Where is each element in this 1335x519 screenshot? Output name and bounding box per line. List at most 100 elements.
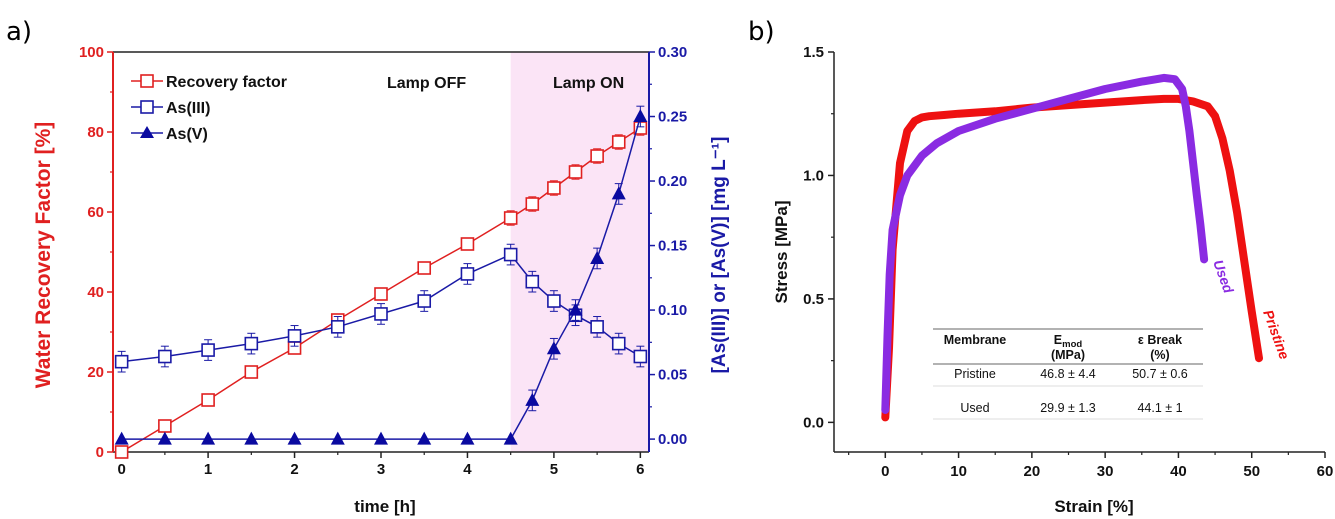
- data-point: [460, 267, 475, 281]
- chart-a-ylabel-left: Water Recovery Factor [%]: [32, 122, 55, 388]
- lamp-off-annotation: Lamp OFF: [387, 75, 466, 92]
- table-cell: Used: [960, 401, 989, 415]
- table-header-ebreak-unit: (%): [1150, 348, 1169, 362]
- data-point: [525, 274, 540, 289]
- data-point: [503, 431, 518, 445]
- data-point: [460, 431, 475, 445]
- chart-a-ytick-left-label: 100: [79, 44, 104, 61]
- chart-a-xtick-label: 4: [463, 461, 472, 478]
- chart-b-xtick-label: 60: [1317, 463, 1334, 480]
- chart-a-ytick-right-label: 0.15: [658, 238, 687, 255]
- chart-b-xtick-label: 40: [1170, 463, 1187, 480]
- table-cell: 46.8 ± 4.4: [1040, 367, 1096, 381]
- data-point: [374, 431, 388, 445]
- legend-marker-recovery: [140, 74, 154, 88]
- data-point: [547, 181, 561, 195]
- lamp-on-shaded-region: [510, 52, 649, 452]
- chart-b-xlabel: Strain [%]: [1054, 497, 1133, 516]
- chart-a-xtick-label: 5: [550, 461, 558, 478]
- data-point: [503, 247, 518, 262]
- series-line-0: [121, 127, 641, 453]
- chart-a-ytick-right-label: 0.20: [658, 173, 687, 190]
- data-point: [244, 336, 259, 351]
- data-point: [158, 419, 172, 433]
- table-cell: 50.7 ± 0.6: [1132, 367, 1188, 381]
- chart-a-ytick-left-label: 60: [87, 204, 104, 221]
- table-cell: 44.1 ± 1: [1137, 401, 1182, 415]
- data-point: [460, 237, 475, 251]
- chart-b-series: [881, 73, 1263, 422]
- chart-b: 0 10 20 30 40 50 60 0.0 0.5 1.0 1.5 Membrane Emod(M…: [772, 44, 1333, 516]
- panel-a-label: a): [6, 17, 32, 47]
- chart-a-ytick-right-label: 0.00: [658, 431, 687, 448]
- chart-a-xtick-label: 2: [290, 461, 298, 478]
- chart-b-xtick-label: 10: [950, 463, 967, 480]
- chart-a-ytick-right-label: 0.10: [658, 302, 687, 319]
- chart-a-xtick-label: 3: [377, 461, 385, 478]
- data-point: [568, 302, 583, 316]
- chart-a-xlabel: time [h]: [354, 497, 415, 516]
- table-cell: 29.9 ± 1.3: [1040, 401, 1096, 415]
- legend-label-recovery: Recovery factor: [166, 74, 287, 91]
- chart-b-ticks: 0 10 20 30 40 50 60 0.0 0.5 1.0 1.5: [803, 44, 1333, 480]
- chart-a-ytick-left-label: 40: [87, 284, 104, 301]
- chart-a-ytick-right-label: 0.25: [658, 109, 687, 126]
- chart-a-xtick-label: 0: [117, 461, 125, 478]
- data-point: [114, 354, 129, 369]
- table-header-ebreak: ε Break: [1138, 333, 1182, 347]
- data-point: [611, 135, 626, 149]
- stress-curve-0: [881, 94, 1263, 422]
- chart-a-ytick-right-label: 0.05: [658, 367, 687, 384]
- lamp-on-annotation: Lamp ON: [553, 75, 624, 92]
- chart-a-ytick-right-label: 0.30: [658, 44, 687, 61]
- data-point: [568, 165, 583, 179]
- data-point: [114, 431, 129, 445]
- chart-b-ytick-label: 1.5: [803, 44, 824, 61]
- data-point: [287, 329, 302, 343]
- chart-a-ticks: 0 1 2 3 4 5 60204060801000.000.050.100.150.200…: [79, 44, 687, 478]
- chart-a-xtick-label: 6: [636, 461, 644, 478]
- data-point: [201, 431, 216, 445]
- table-header-emod-unit: (MPa): [1051, 348, 1085, 362]
- data-point: [503, 211, 518, 225]
- data-point: [611, 186, 626, 200]
- legend-marker-as5: [140, 126, 154, 138]
- data-point: [374, 307, 388, 321]
- chart-b-xtick-label: 0: [881, 463, 889, 480]
- chart-b-xtick-label: 50: [1243, 463, 1260, 480]
- chart-b-xtick-label: 30: [1097, 463, 1114, 480]
- chart-b-ytick-label: 0.5: [803, 291, 824, 308]
- data-point: [157, 431, 172, 445]
- data-point: [158, 349, 172, 364]
- data-point: [244, 431, 259, 445]
- data-point: [590, 149, 604, 163]
- used-curve-label: Used: [1210, 258, 1237, 296]
- table-header-emod: Emod: [1054, 333, 1083, 350]
- mechanical-properties-table: Membrane Emod(MPa) ε Break(%) Pristine 46.8 …: [933, 328, 1203, 420]
- data-point: [633, 349, 648, 364]
- chart-b-xtick-label: 20: [1024, 463, 1041, 480]
- table-cell: Pristine: [954, 367, 996, 381]
- chart-b-ytick-label: 0.0: [803, 414, 824, 431]
- stress-curve-1: [881, 73, 1209, 414]
- chart-a: 0 1 2 3 4 5 60204060801000.000.050.100.150.200…: [32, 44, 730, 516]
- data-point: [201, 393, 215, 407]
- chart-a-series: [114, 105, 648, 459]
- chart-a-xtick-label: 1: [204, 461, 212, 478]
- data-point: [547, 294, 561, 308]
- data-point: [374, 287, 388, 301]
- data-point: [330, 431, 345, 445]
- data-point: [590, 320, 604, 334]
- series-line-1: [121, 253, 641, 363]
- panel-b-label: b): [748, 17, 775, 47]
- data-point: [201, 343, 215, 357]
- data-point: [417, 431, 432, 445]
- data-point: [525, 197, 540, 211]
- table-header-membrane: Membrane: [944, 333, 1007, 347]
- chart-a-ytick-left-label: 20: [87, 364, 104, 381]
- data-point: [417, 294, 432, 308]
- data-point: [611, 336, 626, 351]
- chart-a-ytick-left-label: 80: [87, 124, 104, 141]
- chart-b-frame: [833, 52, 1325, 453]
